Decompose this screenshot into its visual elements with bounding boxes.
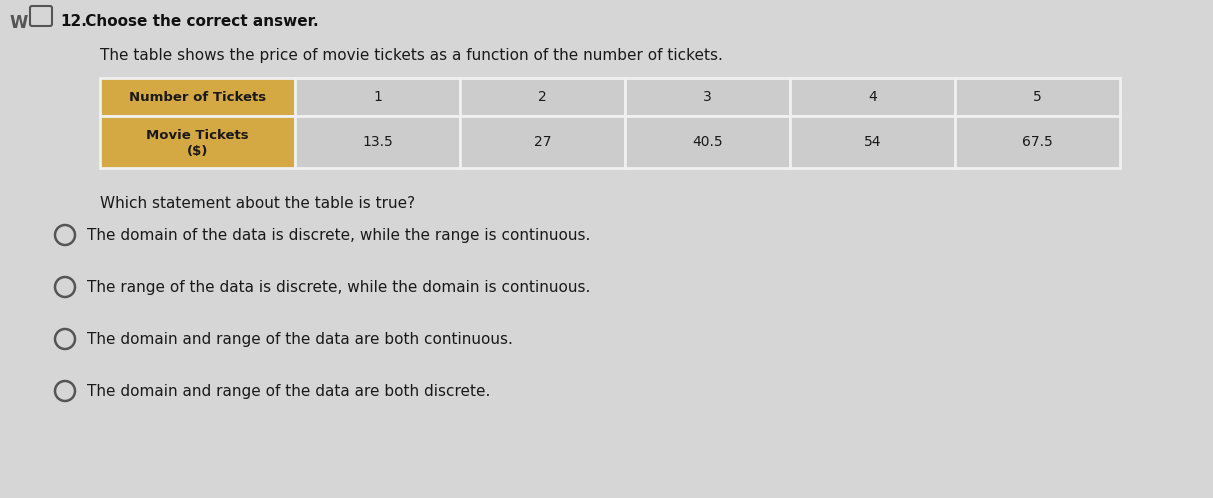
Bar [625, 78, 790, 116]
Bar [99, 78, 295, 116]
Text: 67.5: 67.5 [1023, 135, 1053, 149]
Text: 3: 3 [704, 90, 712, 104]
Text: 27: 27 [534, 135, 551, 149]
Text: 2: 2 [539, 90, 547, 104]
Text: Number of Tickets: Number of Tickets [129, 91, 266, 104]
Bar [295, 78, 460, 116]
Bar [955, 78, 1120, 116]
Text: 54: 54 [864, 135, 882, 149]
Text: The domain and range of the data are both discrete.: The domain and range of the data are bot… [87, 383, 490, 398]
Bar [790, 78, 955, 116]
Text: 12.: 12. [59, 14, 87, 29]
Text: Which statement about the table is true?: Which statement about the table is true? [99, 196, 415, 211]
Text: The domain of the data is discrete, while the range is continuous.: The domain of the data is discrete, whil… [87, 228, 591, 243]
Bar [295, 116, 460, 168]
Text: 4: 4 [869, 90, 877, 104]
Text: 1: 1 [374, 90, 382, 104]
Bar [460, 78, 625, 116]
Bar [99, 116, 295, 168]
Text: ($): ($) [187, 144, 209, 157]
Bar [460, 116, 625, 168]
Text: 40.5: 40.5 [693, 135, 723, 149]
Text: Movie Tickets: Movie Tickets [147, 128, 249, 141]
Text: The domain and range of the data are both continuous.: The domain and range of the data are bot… [87, 332, 513, 347]
Bar [790, 116, 955, 168]
Text: Choose the correct answer.: Choose the correct answer. [80, 14, 319, 29]
Text: 5: 5 [1033, 90, 1042, 104]
Text: The table shows the price of movie tickets as a function of the number of ticket: The table shows the price of movie ticke… [99, 48, 723, 63]
Text: W: W [10, 14, 28, 32]
Bar [625, 116, 790, 168]
Bar [955, 116, 1120, 168]
Text: 13.5: 13.5 [363, 135, 393, 149]
Text: The range of the data is discrete, while the domain is continuous.: The range of the data is discrete, while… [87, 279, 591, 294]
